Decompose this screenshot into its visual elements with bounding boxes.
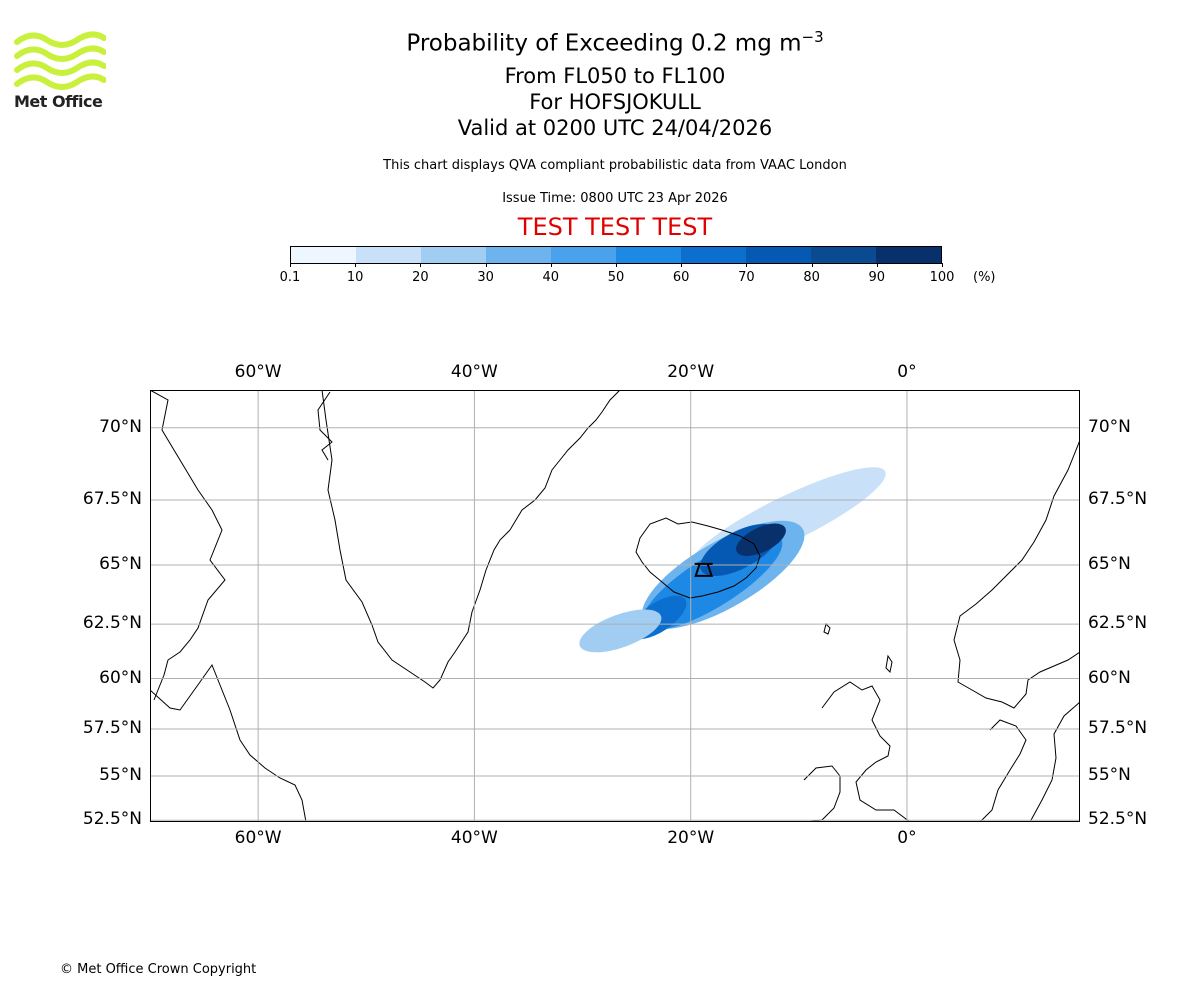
- latitude-label-left: 67.5°N: [82, 489, 142, 509]
- ireland-coast: [803, 765, 841, 822]
- colorbar-tick-label: 50: [607, 270, 625, 285]
- colorbar-tick-label: 80: [803, 270, 820, 285]
- longitude-label-top: 20°W: [667, 362, 715, 382]
- colorbar-tickmark: [681, 263, 683, 267]
- chart-title: Probability of Exceeding 0.2 mg m−3: [0, 28, 1200, 57]
- colorbar-tickmark: [616, 263, 617, 267]
- latitude-label-right: 55°N: [1088, 765, 1131, 786]
- probability-colorbar: [290, 246, 942, 264]
- latitude-label-right: 70°N: [1088, 416, 1131, 437]
- copyright-text: © Met Office Crown Copyright: [60, 962, 257, 977]
- colorbar-segment: [551, 247, 616, 263]
- volcano-icon: [694, 562, 714, 577]
- colorbar-tick-label: 100: [929, 270, 955, 285]
- latitude-label-right: 65°N: [1088, 553, 1131, 574]
- latitude-label-left: 57.5°N: [82, 717, 142, 738]
- met-office-wave-logo-icon: [14, 31, 106, 90]
- colorbar-segment: [616, 247, 681, 263]
- latitude-label-right: 62.5°N: [1088, 613, 1148, 634]
- colorbar-tick-label: 90: [868, 270, 886, 285]
- colorbar-tickmark: [811, 263, 813, 267]
- denmark-coast: [979, 719, 1027, 822]
- volcano-name: For HOFSJOKULL: [529, 90, 701, 114]
- latitude-label-left: 60°N: [99, 667, 142, 688]
- valid-time: Valid at 0200 UTC 24/04/2026: [457, 116, 773, 140]
- colorbar-segment: [811, 247, 876, 263]
- title-text: Probability of Exceeding 0.2 mg m: [406, 30, 802, 57]
- description-text: This chart displays QVA compliant probab…: [383, 158, 847, 173]
- test-banner: TEST TEST TEST: [517, 213, 713, 241]
- iceland-coast: [635, 517, 761, 599]
- volcano-marker: [694, 562, 714, 577]
- latitude-label-left: 62.5°N: [82, 613, 142, 634]
- ash-probability-layer: [579, 467, 886, 653]
- map-panel: [150, 390, 1080, 822]
- longitude-label-bottom: 40°W: [450, 828, 498, 848]
- longitude-label-top: 40°W: [450, 362, 498, 382]
- plume-probability-cell: [579, 609, 662, 653]
- greenland-coast: [321, 390, 621, 689]
- map-background: [150, 390, 1080, 822]
- colorbar-segment: [681, 247, 746, 263]
- map-frame: [150, 390, 1080, 822]
- colorbar-segment: [421, 247, 486, 263]
- colorbar-tick-label: 70: [738, 270, 755, 285]
- met-office-logo-text: Met Office: [14, 92, 103, 111]
- graticule: [150, 390, 1080, 822]
- colorbar-tick-label: 0.1: [279, 270, 301, 285]
- colorbar-tick-label: 30: [477, 270, 494, 285]
- latitude-label-left: 70°N: [99, 416, 142, 437]
- norway-coast: [953, 439, 1080, 709]
- title-exponent: −3: [801, 28, 824, 46]
- flight-levels: From FL050 to FL100: [504, 64, 726, 88]
- longitude-label-top: 60°W: [234, 362, 282, 382]
- colorbar-unit: (%): [973, 270, 996, 285]
- latitude-label-right: 57.5°N: [1088, 717, 1148, 738]
- colorbar-segment: [876, 247, 941, 263]
- baffin-coast: [150, 390, 226, 701]
- colorbar-segment: [356, 247, 421, 263]
- colorbar-tick-label: 10: [346, 270, 364, 285]
- longitude-label-bottom: 0°: [897, 828, 917, 848]
- latitude-label-left: 65°N: [99, 553, 142, 574]
- colorbar-tick-label: 60: [672, 270, 690, 285]
- latitude-label-right: 67.5°N: [1088, 489, 1148, 509]
- colorbar-tick-label: 20: [412, 270, 429, 285]
- longitude-label-bottom: 20°W: [667, 828, 715, 848]
- colorbar-tickmark: [550, 263, 552, 267]
- plume-probability-cell: [736, 523, 786, 556]
- colorbar-tickmark: [355, 263, 357, 267]
- coastlines: [150, 390, 1080, 822]
- colorbar-tickmark: [746, 263, 748, 267]
- issue-time: Issue Time: 0800 UTC 23 Apr 2026: [502, 191, 728, 206]
- labrador-coast: [150, 663, 307, 822]
- colorbar-tickmark: [485, 263, 487, 267]
- colorbar-segment: [291, 247, 356, 263]
- colorbar-segment: [486, 247, 551, 263]
- longitude-label-bottom: 60°W: [234, 828, 282, 848]
- longitude-label-top: 0°: [897, 362, 917, 382]
- latitude-label-right: 60°N: [1088, 667, 1131, 688]
- colorbar-segment: [746, 247, 811, 263]
- colorbar-tickmark: [876, 263, 878, 267]
- colorbar-tickmark: [942, 263, 943, 267]
- sweden-coast: [1029, 701, 1080, 822]
- greenland-east-islands: [317, 391, 333, 461]
- colorbar-tickmark: [290, 263, 291, 267]
- colorbar-tickmark: [420, 263, 422, 267]
- latitude-label-left: 55°N: [99, 765, 142, 786]
- shetland-islands: [885, 654, 893, 674]
- scotland-coast: [821, 681, 911, 822]
- latitude-label-right: 52.5°N: [1088, 809, 1148, 830]
- colorbar-tick-label: 40: [542, 270, 560, 285]
- latitude-label-left: 52.5°N: [82, 809, 142, 830]
- faroe-islands: [823, 623, 831, 635]
